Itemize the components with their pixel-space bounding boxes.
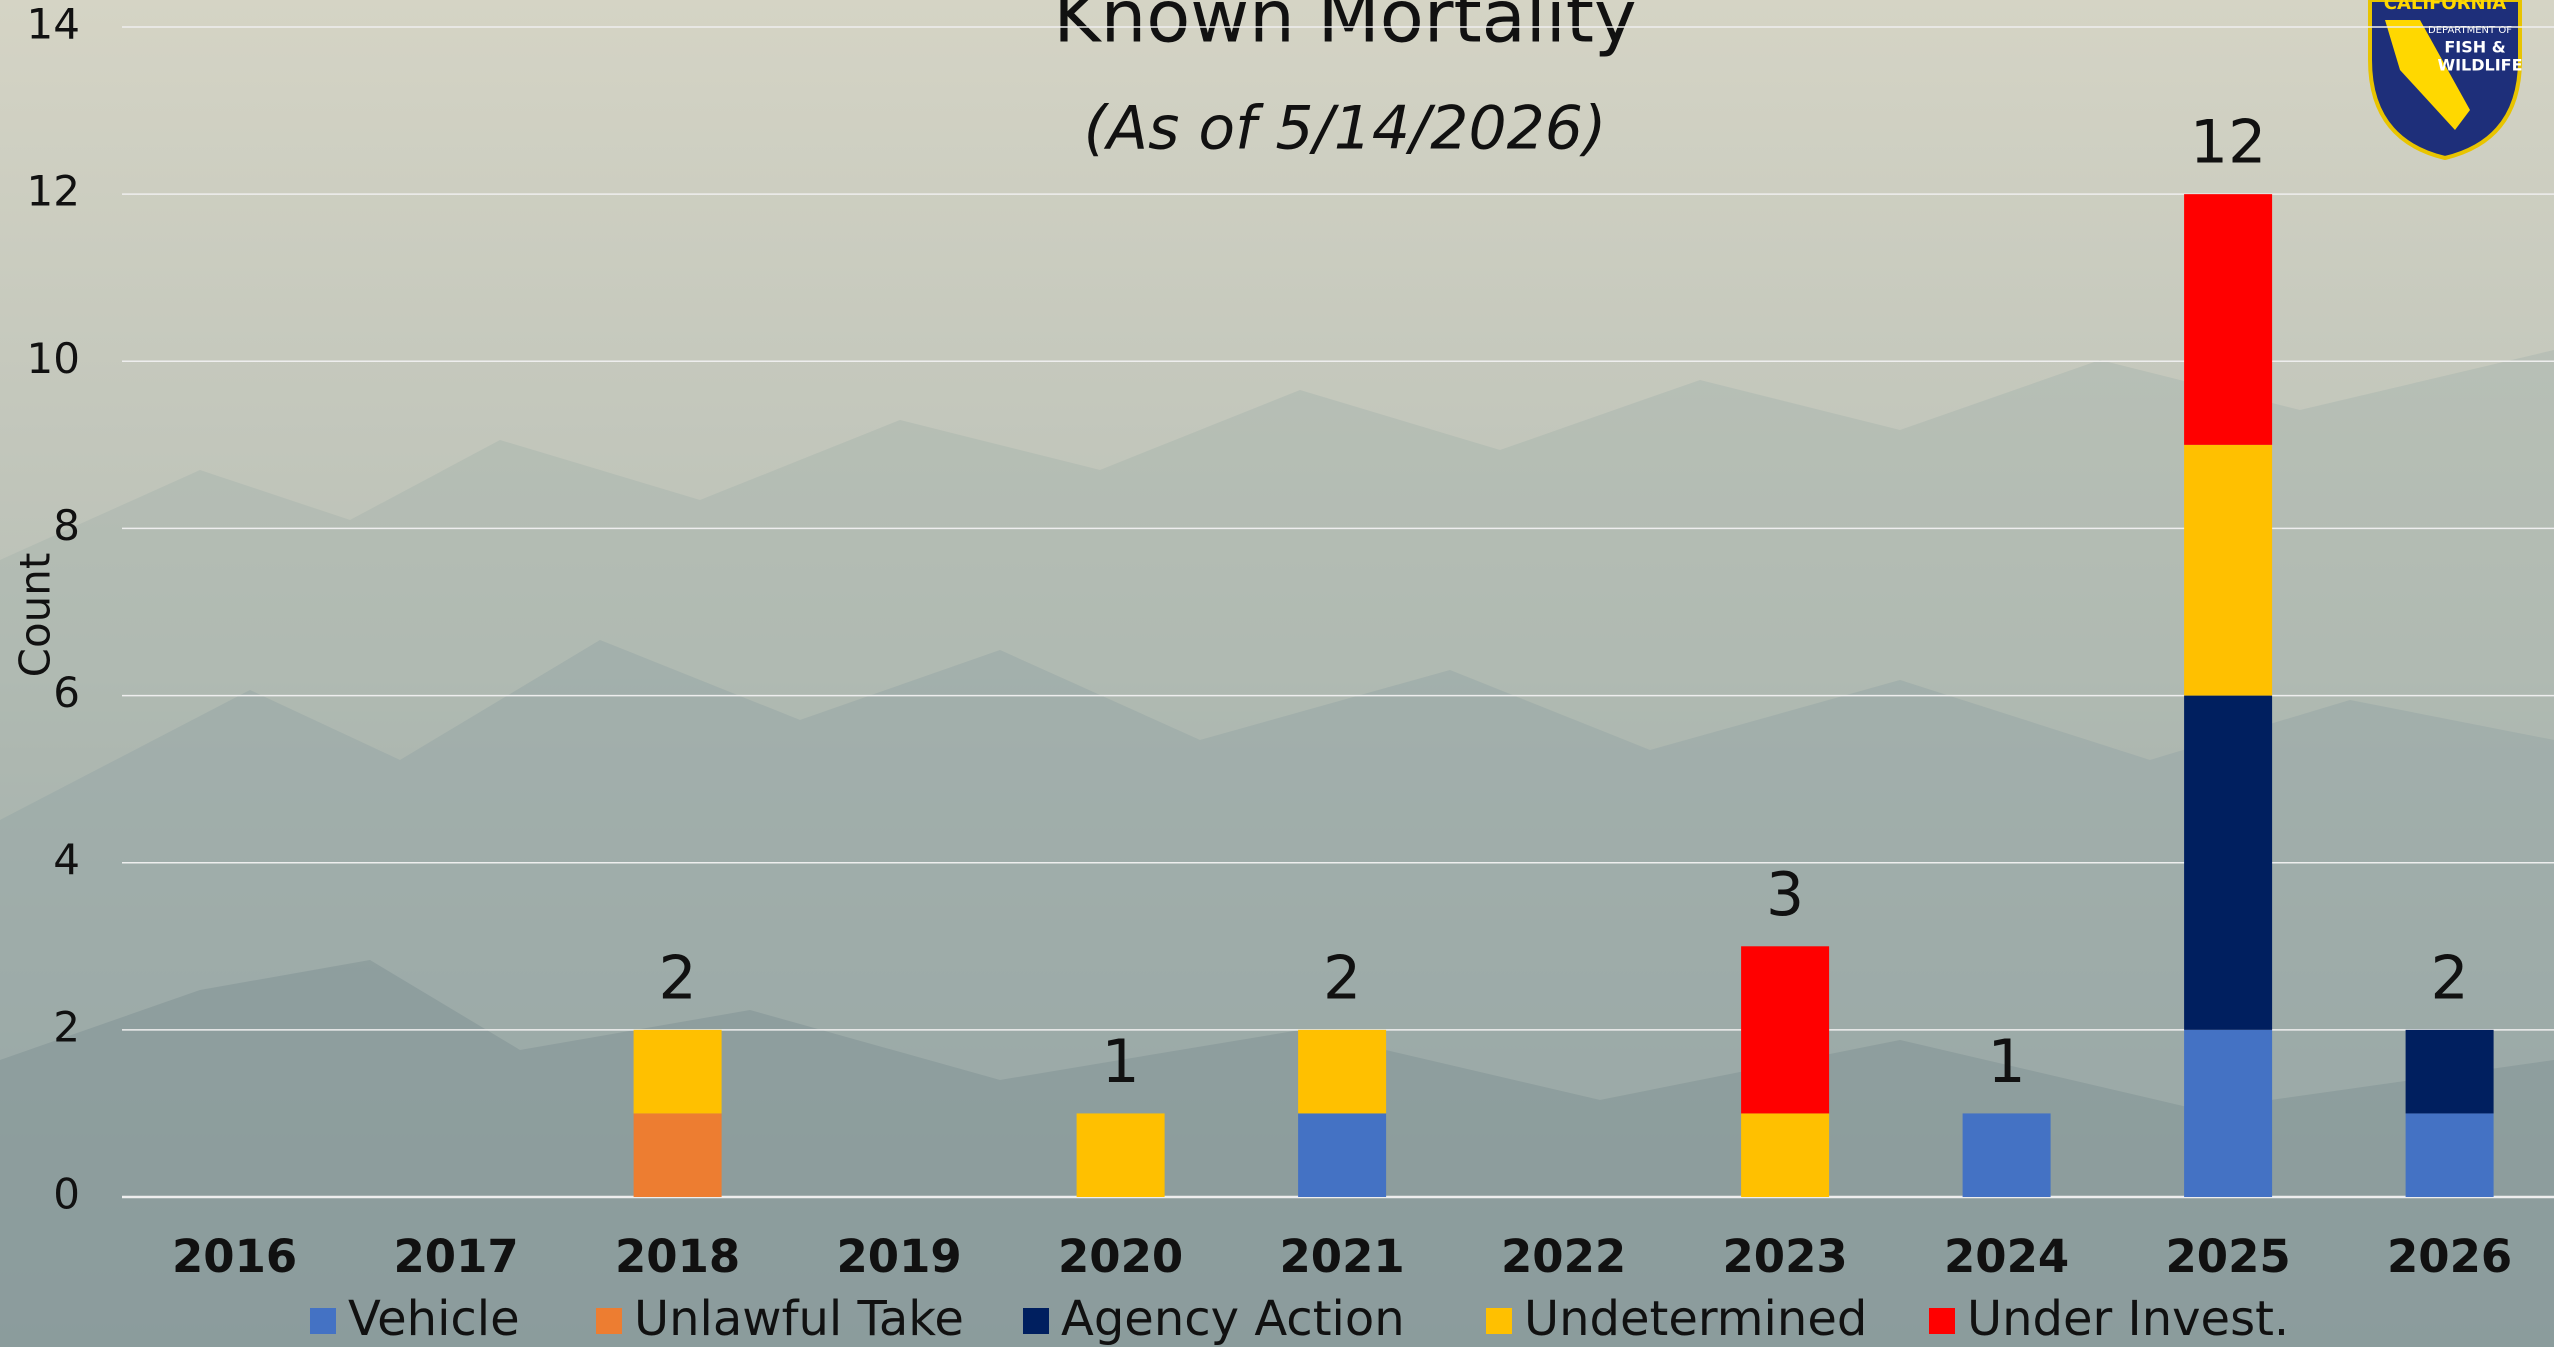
legend-swatch	[310, 1308, 336, 1334]
x-tick-label: 2024	[1944, 1230, 2069, 1283]
logo-text: FISH &	[2444, 38, 2505, 57]
bar-segment	[2184, 194, 2273, 445]
x-tick-label: 2021	[1279, 1230, 1404, 1283]
logo-text: DEPARTMENT OF	[2428, 25, 2512, 36]
total-label: 12	[2190, 108, 2266, 178]
logo-text: WILDLIFE	[2437, 56, 2522, 75]
legend-swatch	[1486, 1308, 1512, 1334]
legend-label: Vehicle	[348, 1291, 520, 1347]
legend-label: Under Invest.	[1967, 1291, 2289, 1347]
y-tick-label: 8	[53, 501, 80, 550]
logo-text: CALIFORNIA	[2384, 0, 2507, 14]
bar-segment	[633, 1029, 722, 1114]
total-label: 2	[659, 943, 697, 1013]
bar-segment	[2405, 1029, 2494, 1114]
y-axis-label: Count	[11, 553, 60, 678]
x-tick-label: 2026	[2387, 1230, 2512, 1283]
chart-title: Known Mortality	[1053, 0, 1636, 59]
x-tick-label: 2025	[2165, 1230, 2290, 1283]
bar-segment	[2184, 1029, 2273, 1197]
x-tick-label: 2022	[1501, 1230, 1626, 1283]
bar-segment	[1962, 1113, 2051, 1197]
total-label: 2	[2431, 943, 2469, 1013]
bar-segment	[1741, 946, 1830, 1114]
legend-label: Unlawful Take	[634, 1291, 964, 1347]
x-tick-label: 2020	[1058, 1230, 1183, 1283]
x-tick-label: 2016	[172, 1230, 297, 1283]
legend-swatch	[1023, 1308, 1049, 1334]
bar-segment	[633, 1113, 722, 1197]
total-label: 2	[1323, 943, 1361, 1013]
total-label: 1	[1102, 1027, 1140, 1097]
x-tick-label: 2017	[393, 1230, 518, 1283]
y-tick-label: 6	[53, 668, 80, 717]
x-tick-label: 2018	[615, 1230, 740, 1283]
y-tick-label: 0	[53, 1170, 80, 1219]
y-tick-label: 2	[53, 1002, 80, 1051]
y-tick-label: 4	[53, 835, 80, 884]
bar-segment	[1076, 1113, 1165, 1197]
bar-segment	[2184, 695, 2273, 1030]
chart-subtitle: (As of 5/14/2026)	[1084, 94, 1607, 164]
x-tick-label: 2023	[1722, 1230, 1847, 1283]
legend-swatch	[596, 1308, 622, 1334]
legend-swatch	[1929, 1308, 1955, 1334]
total-label: 3	[1766, 860, 1804, 930]
bar-segment	[1741, 1113, 1830, 1197]
logo: CALIFORNIA DEPARTMENT OF FISH & WILDLIFE	[2368, 0, 2523, 161]
bar-segment	[1298, 1029, 1387, 1114]
y-tick-label: 10	[27, 334, 80, 383]
legend-label: Agency Action	[1061, 1291, 1405, 1347]
y-tick-label: 14	[27, 0, 80, 49]
bar-segment	[2405, 1113, 2494, 1197]
total-label: 1	[1988, 1027, 2026, 1097]
bar-segment	[1298, 1113, 1387, 1197]
logo-state	[2385, 20, 2470, 130]
y-tick-label: 12	[27, 167, 80, 216]
bar-segment	[2184, 444, 2273, 696]
legend-label: Undetermined	[1524, 1291, 1867, 1347]
x-tick-label: 2019	[836, 1230, 961, 1283]
